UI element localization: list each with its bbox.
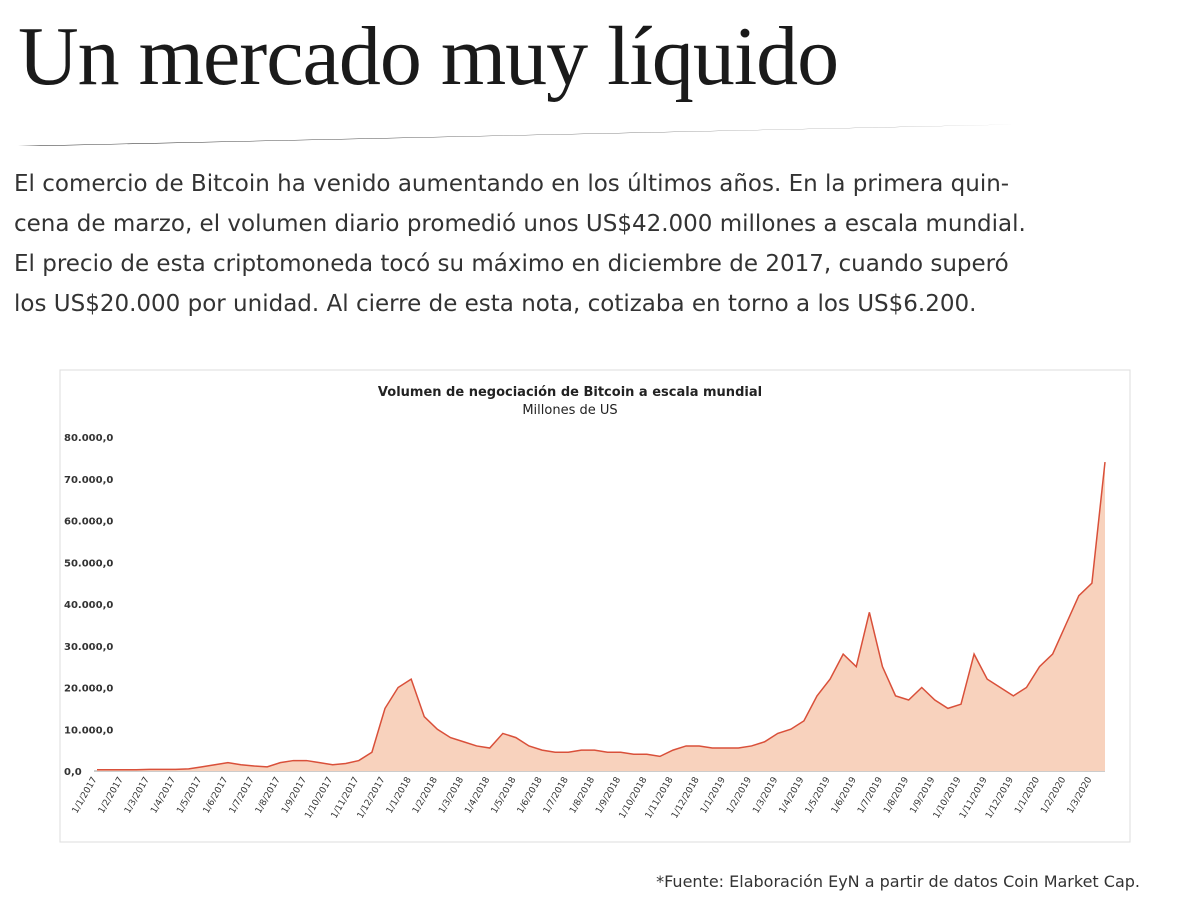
area [97,462,1105,771]
chart-title: Volumen de negociación de Bitcoin a esca… [378,385,762,400]
source-note: *Fuente: Elaboración EyN a partir de dat… [656,872,1140,891]
paragraph-line: cena de marzo, el volumen diario promedi… [14,211,1026,237]
paragraph-line: El precio de esta criptomoneda tocó su m… [14,251,1009,277]
line [97,461,1106,771]
paragraph-line: El comercio de Bitcoin ha venido aumenta… [14,171,1010,197]
y-tick-label: 40.000,0 [64,600,113,611]
y-tick-label: 0,0 [64,767,82,778]
y-tick-label: 30.000,0 [64,642,113,653]
y-tick-label: 80.000,0 [64,433,113,444]
chart: Volumen de negociación de Bitcoin a esca… [59,369,1131,843]
y-tick-label: 20.000,0 [64,684,113,695]
headline: Un mercado muy líquido [18,10,839,103]
y-tick-label: 50.000,0 [64,558,113,569]
chart-subtitle: Millones de US [522,403,617,418]
y-tick-label: 60.000,0 [64,517,113,528]
paragraph-line: los US$20.000 por unidad. Al cierre de e… [14,291,977,317]
y-tick-label: 10.000,0 [64,725,113,736]
paragraph: El comercio de Bitcoin ha venido aumenta… [14,164,1026,324]
y-tick-label: 70.000,0 [64,475,113,486]
